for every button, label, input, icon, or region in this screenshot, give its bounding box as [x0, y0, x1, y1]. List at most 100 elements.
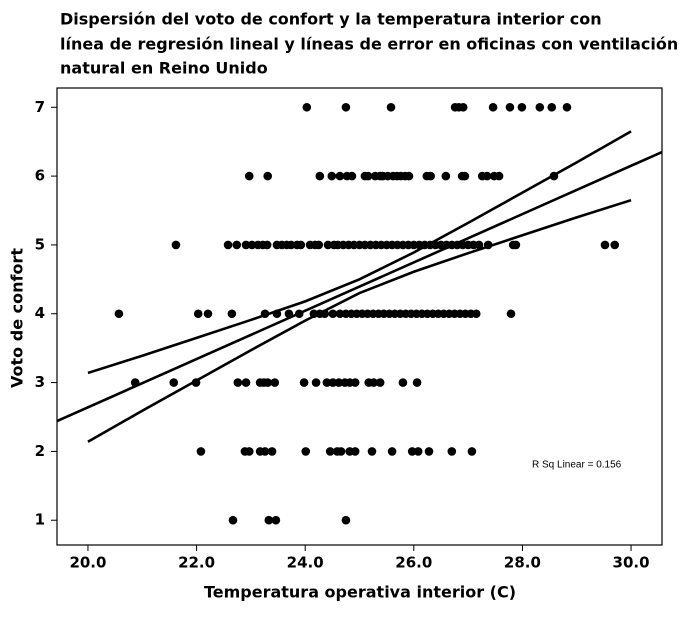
plot-frame — [56, 87, 663, 546]
point — [413, 447, 423, 456]
point — [367, 447, 377, 456]
point — [169, 378, 179, 387]
x-tick-label: 26.0 — [395, 554, 432, 572]
point — [426, 171, 435, 181]
point — [322, 378, 332, 387]
point — [369, 378, 378, 387]
point — [488, 102, 498, 112]
point — [547, 102, 557, 112]
y-tick-label: 5 — [35, 235, 45, 253]
point — [301, 447, 311, 456]
point — [299, 378, 309, 387]
point — [471, 309, 481, 319]
point — [363, 171, 373, 181]
y-tick-label: 7 — [35, 98, 45, 116]
y-tick-label: 2 — [35, 442, 45, 460]
chart-title: Dispersión del voto de confort y la temp… — [60, 10, 602, 29]
point — [600, 240, 610, 250]
point — [247, 240, 257, 250]
point — [335, 309, 345, 319]
point — [193, 309, 203, 319]
point — [505, 102, 515, 112]
point — [263, 171, 273, 181]
point — [387, 447, 397, 456]
point — [350, 378, 360, 387]
x-tick-label: 22.0 — [178, 554, 215, 572]
point — [336, 447, 346, 456]
point — [334, 378, 344, 387]
point — [375, 378, 385, 387]
point — [460, 171, 470, 181]
point — [474, 240, 484, 250]
point — [264, 515, 274, 525]
x-tick-label: 20.0 — [69, 554, 106, 572]
x-axis-label: Temperatura operativa interior (C) — [204, 583, 516, 602]
point — [223, 240, 233, 250]
point — [398, 378, 408, 387]
regression-line — [87, 130, 632, 375]
point — [412, 378, 422, 387]
point — [458, 102, 468, 112]
point — [296, 240, 306, 250]
y-tick-label: 6 — [35, 167, 45, 185]
point — [323, 240, 333, 250]
point — [347, 171, 357, 181]
point — [467, 447, 477, 456]
point — [311, 378, 321, 387]
x-tick-label: 30.0 — [613, 554, 650, 572]
x-tick-label: 28.0 — [504, 554, 541, 572]
point — [270, 378, 280, 387]
chart-title: línea de regresión lineal y líneas de er… — [60, 35, 678, 54]
chart-title: natural en Reino Unido — [60, 59, 268, 78]
point — [535, 102, 545, 112]
point — [271, 515, 281, 525]
point — [328, 309, 338, 319]
regression-line — [87, 198, 632, 443]
point — [232, 240, 242, 250]
point — [262, 240, 272, 250]
point — [511, 240, 521, 250]
point — [350, 447, 360, 456]
point — [196, 447, 206, 456]
regression-line — [56, 150, 663, 423]
point — [328, 378, 338, 387]
point — [244, 447, 254, 456]
point — [260, 447, 270, 456]
point — [228, 515, 238, 525]
point — [341, 102, 351, 112]
point — [263, 378, 273, 387]
y-tick-label: 1 — [35, 511, 45, 529]
point — [506, 309, 516, 319]
point — [447, 447, 457, 456]
point — [233, 378, 243, 387]
point — [517, 102, 527, 112]
point — [244, 171, 254, 181]
point — [327, 171, 337, 181]
point — [562, 102, 572, 112]
point — [286, 240, 296, 250]
point — [227, 309, 237, 319]
point — [241, 240, 251, 250]
point — [315, 171, 325, 181]
point — [341, 515, 351, 525]
point — [610, 240, 620, 250]
point — [386, 102, 396, 112]
point — [404, 171, 414, 181]
point — [482, 171, 492, 181]
point — [171, 240, 181, 250]
point — [302, 102, 312, 112]
point — [325, 447, 335, 456]
x-tick-label: 24.0 — [287, 554, 324, 572]
point — [424, 447, 434, 456]
annotation: R Sq Linear = 0.156 — [532, 460, 622, 471]
point — [267, 447, 277, 456]
y-tick-label: 3 — [35, 373, 45, 391]
point — [335, 171, 345, 181]
point — [314, 240, 324, 250]
point — [241, 378, 251, 387]
y-tick-label: 4 — [35, 304, 45, 322]
point — [203, 309, 213, 319]
point — [441, 171, 451, 181]
y-axis-label: Voto de confort — [8, 248, 27, 388]
